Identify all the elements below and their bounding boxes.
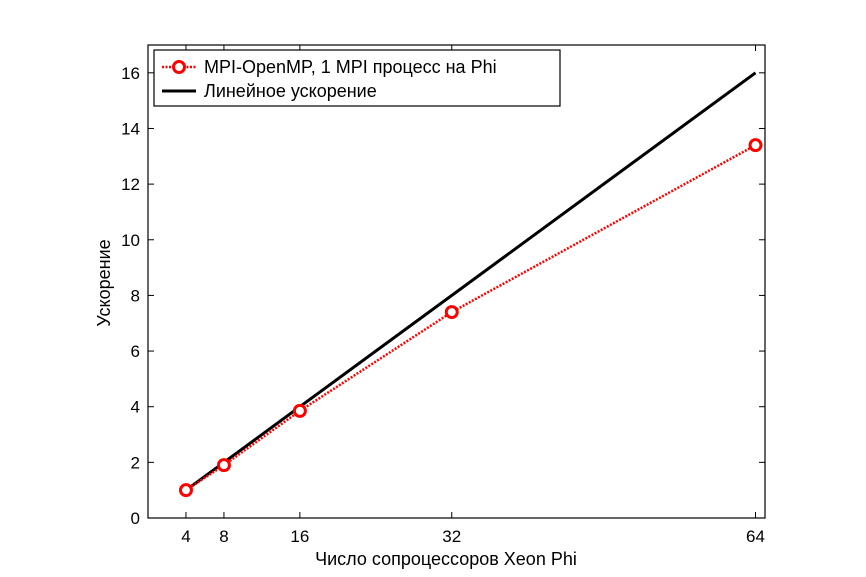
x-tick-label: 32 bbox=[442, 527, 461, 546]
x-tick-label: 16 bbox=[290, 527, 309, 546]
y-tick-label: 10 bbox=[121, 231, 140, 250]
series-mpi-openmp-point bbox=[292, 403, 307, 418]
series-mpi-openmp-point bbox=[444, 305, 459, 320]
series-mpi-openmp-point bbox=[178, 483, 193, 498]
x-axis-title: Число сопроцессоров Xeon Phi bbox=[315, 549, 577, 569]
legend-marker-mpi-openmp bbox=[172, 60, 186, 74]
x-tick-label: 4 bbox=[181, 527, 190, 546]
y-tick-label: 14 bbox=[121, 119, 140, 138]
series-mpi-openmp-point bbox=[748, 138, 763, 153]
y-tick-label: 2 bbox=[131, 453, 140, 472]
y-tick-label: 8 bbox=[131, 286, 140, 305]
y-axis-ticks: 0 2 4 6 8 10 12 14 16 bbox=[121, 64, 765, 528]
y-tick-label: 6 bbox=[131, 342, 140, 361]
series-mpi-openmp-point bbox=[216, 458, 231, 473]
x-axis-ticks: 4 8 16 32 64 bbox=[181, 45, 765, 546]
y-tick-label: 0 bbox=[131, 509, 140, 528]
y-tick-label: 16 bbox=[121, 64, 140, 83]
series-layer bbox=[178, 71, 763, 498]
legend-label-linear-speedup: Линейное ускорение bbox=[204, 81, 377, 101]
legend-box bbox=[153, 49, 561, 107]
x-tick-label: 8 bbox=[219, 527, 228, 546]
plot-area bbox=[147, 44, 766, 519]
plot-frame bbox=[147, 44, 766, 519]
y-tick-label: 12 bbox=[121, 175, 140, 194]
series-mpi-openmp-line bbox=[185, 144, 757, 492]
series-linear-speedup-line bbox=[185, 71, 757, 492]
y-tick-label: 4 bbox=[131, 398, 140, 417]
legend: MPI-OpenMP, 1 MPI процесс на Phi Линейное… bbox=[153, 49, 561, 107]
x-tick-label: 64 bbox=[746, 527, 765, 546]
legend-label-mpi-openmp: MPI-OpenMP, 1 MPI процесс на Phi bbox=[204, 57, 497, 77]
y-axis-title: Ускорение bbox=[94, 239, 114, 326]
